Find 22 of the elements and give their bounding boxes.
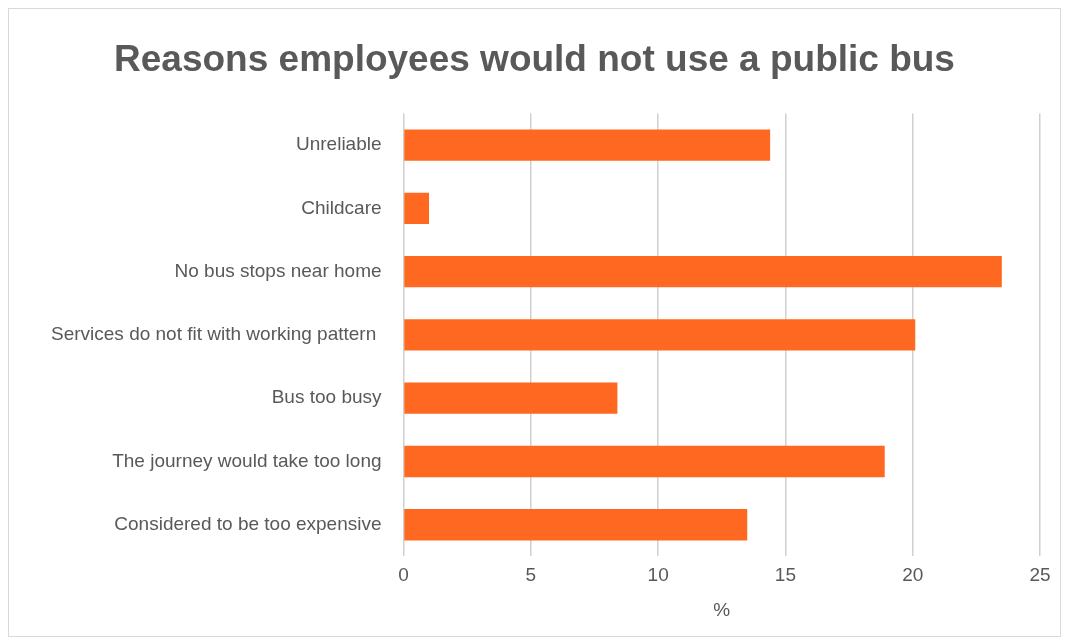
bar	[404, 129, 771, 161]
chart-title: Reasons employees would not use a public bus	[114, 38, 955, 80]
x-tick-label: 10	[647, 564, 669, 586]
bar	[404, 319, 916, 351]
bar	[404, 382, 618, 414]
x-tick-label: 20	[902, 564, 924, 586]
y-tick-label: Unreliable	[296, 133, 382, 155]
y-tick-label: Services do not fit with working pattern	[51, 323, 382, 345]
y-tick-label: Bus too busy	[271, 386, 383, 408]
bar	[404, 192, 429, 224]
bar	[404, 255, 1002, 288]
x-tick-label: 0	[398, 564, 409, 586]
bar	[404, 445, 885, 478]
y-tick-label: Considered to be too expensive	[114, 512, 382, 534]
x-axis-title: %	[713, 598, 731, 620]
y-tick-label: The journey would take too long	[112, 449, 382, 471]
x-tick-label: 15	[774, 564, 796, 586]
x-tick-label: 5	[525, 564, 537, 586]
x-tick-label: 25	[1029, 564, 1051, 586]
bar	[404, 509, 748, 541]
y-tick-label: Childcare	[301, 196, 382, 218]
y-tick-label: No bus stops near home	[174, 259, 382, 281]
